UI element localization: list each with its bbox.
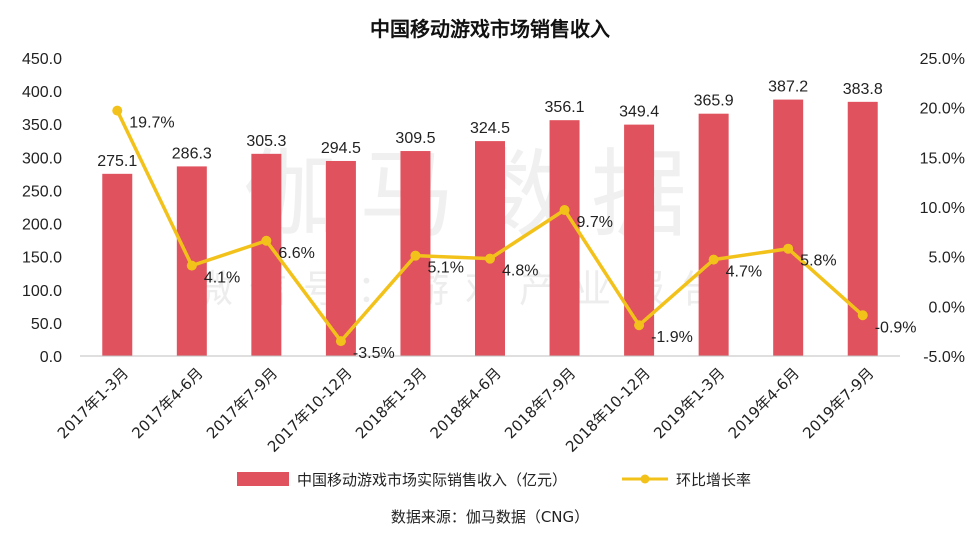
growth-value-label: 6.6% xyxy=(278,245,314,262)
watermark-brand: 伽马数据 xyxy=(243,139,707,251)
x-axis-ticks: 2017年1-3月2017年4-6月2017年7-9月2017年10-12月20… xyxy=(54,364,878,456)
left-axis-tick-label: 350.0 xyxy=(22,117,62,134)
bar-value-label: 383.8 xyxy=(843,81,883,98)
bar-value-label: 387.2 xyxy=(768,79,808,96)
left-axis-tick-label: 250.0 xyxy=(22,183,62,200)
growth-value-label: -0.9% xyxy=(875,319,917,336)
legend-bar-label: 中国移动游戏市场实际销售收入（亿元） xyxy=(297,471,567,489)
growth-point xyxy=(261,235,272,246)
x-axis-tick-label: 2018年1-3月 xyxy=(352,364,430,442)
bar-value-label: 324.5 xyxy=(470,120,510,137)
right-axis-tick-label: 25.0% xyxy=(920,51,965,68)
x-axis-tick-label: 2019年4-6月 xyxy=(725,364,803,442)
growth-point xyxy=(112,105,123,116)
x-axis-tick-label: 2018年4-6月 xyxy=(427,364,505,442)
left-axis-tick-label: 100.0 xyxy=(22,283,62,300)
growth-point xyxy=(485,253,495,264)
x-axis-tick-label: 2019年1-3月 xyxy=(650,364,728,442)
growth-value-label: 19.7% xyxy=(129,115,174,132)
left-axis-tick-label: 400.0 xyxy=(22,84,62,101)
bar-value-label: 286.3 xyxy=(172,145,212,162)
growth-value-label: 4.7% xyxy=(726,264,762,281)
left-axis-tick-label: 200.0 xyxy=(22,217,62,234)
growth-value-label: -1.9% xyxy=(651,329,693,346)
source-note: 数据来源：伽马数据（CNG） xyxy=(391,508,589,526)
chart-title: 中国移动游戏市场销售收入 xyxy=(370,17,610,41)
bar-value-label: 275.1 xyxy=(97,153,137,170)
right-axis-tick-label: 5.0% xyxy=(929,250,965,267)
bar xyxy=(325,160,356,356)
bar-value-label: 349.4 xyxy=(619,104,659,121)
x-axis-tick-label: 2018年7-9月 xyxy=(501,364,579,442)
growth-point xyxy=(857,310,868,321)
growth-value-label: 4.8% xyxy=(502,263,538,280)
growth-point xyxy=(335,336,346,347)
growth-point xyxy=(634,320,645,331)
x-axis-tick-label: 2017年1-3月 xyxy=(54,364,132,442)
bar xyxy=(475,141,505,356)
right-axis: -5.0% 0.0% 5.0% 10.0% 15.0% 20.0% 25.0% xyxy=(920,51,965,366)
x-axis-tick-label: 2019年7-9月 xyxy=(799,364,877,442)
legend-bar-swatch xyxy=(237,472,289,486)
legend: 中国移动游戏市场实际销售收入（亿元） 环比增长率 xyxy=(237,471,751,489)
bar xyxy=(549,120,580,356)
bar-value-label: 305.3 xyxy=(246,133,286,150)
bar-value-label: 365.9 xyxy=(694,93,734,110)
left-axis-tick-label: 0.0 xyxy=(40,349,62,366)
left-axis: 0.0 50.0 100.0 150.0 200.0 250.0 300.0 350.0 400… xyxy=(22,51,62,366)
right-axis-tick-label: 20.0% xyxy=(920,101,965,118)
legend-line-label: 环比增长率 xyxy=(676,471,751,489)
left-axis-tick-label: 300.0 xyxy=(22,150,62,167)
right-axis-tick-label: 0.0% xyxy=(929,299,965,316)
left-axis-tick-label: 450.0 xyxy=(22,51,62,68)
growth-value-labels: 19.7% 4.1% 6.6% -3.5% 5.1% 4.8% 9.7% -1.9% 4.7% 5… xyxy=(129,115,916,362)
right-axis-tick-label: -5.0% xyxy=(923,349,965,366)
growth-point xyxy=(708,254,719,265)
growth-point xyxy=(783,243,794,254)
right-axis-tick-label: 15.0% xyxy=(920,150,965,167)
x-axis-tick-label: 2017年4-6月 xyxy=(128,364,206,442)
growth-value-label: 5.8% xyxy=(800,253,836,270)
growth-point xyxy=(410,250,421,261)
bar xyxy=(773,99,804,356)
bar-value-labels: 275.1 286.3 305.3 294.5 309.5 324.5 356.1 349.4… xyxy=(97,79,883,170)
bar-value-label: 356.1 xyxy=(545,99,585,116)
growth-value-label: 4.1% xyxy=(204,270,240,287)
growth-value-label: 9.7% xyxy=(577,214,613,231)
growth-point xyxy=(186,260,197,271)
bar-value-label: 309.5 xyxy=(395,130,435,147)
bar xyxy=(698,113,729,356)
left-axis-tick-label: 150.0 xyxy=(22,250,62,267)
legend-line-marker xyxy=(640,474,650,484)
left-axis-tick-label: 50.0 xyxy=(31,316,62,333)
bar-value-label: 294.5 xyxy=(321,140,361,157)
growth-line-series xyxy=(112,105,868,347)
growth-value-label: -3.5% xyxy=(353,345,395,362)
right-axis-tick-label: 10.0% xyxy=(920,200,965,217)
bar xyxy=(102,173,133,356)
growth-point xyxy=(559,204,570,215)
growth-value-label: 5.1% xyxy=(427,260,463,277)
x-axis-tick-label: 2017年7-9月 xyxy=(203,364,281,442)
